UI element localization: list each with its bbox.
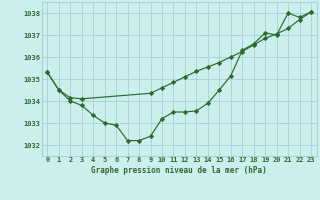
X-axis label: Graphe pression niveau de la mer (hPa): Graphe pression niveau de la mer (hPa) <box>91 166 267 175</box>
